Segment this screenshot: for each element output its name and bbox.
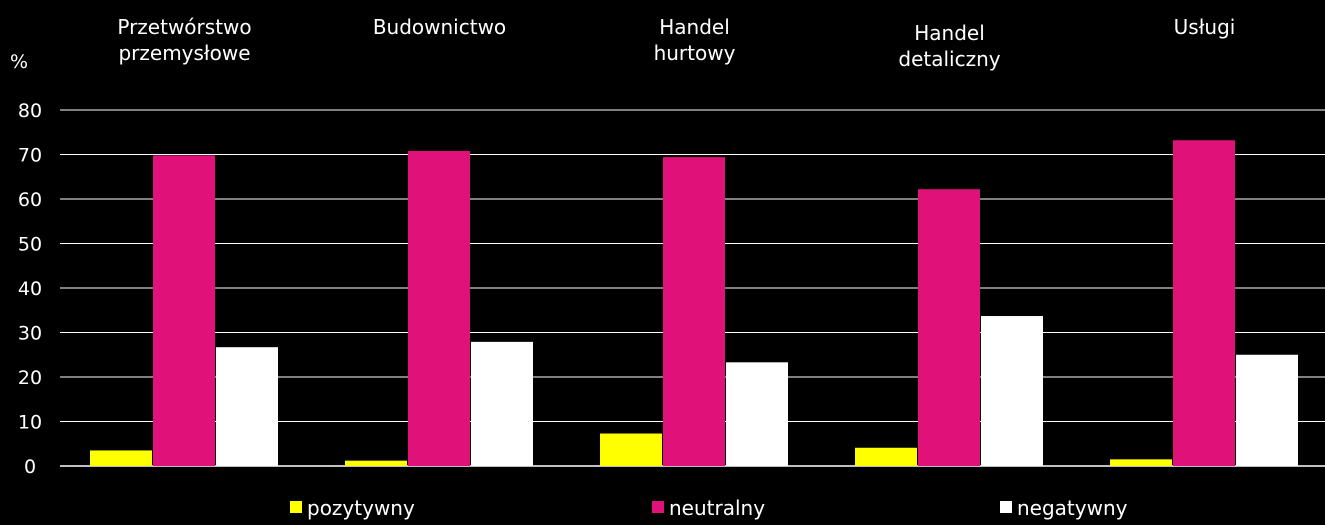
bar-neutralny-4 — [1173, 140, 1235, 466]
legend: pozytywny neutralny negatywny — [290, 496, 1128, 520]
y-axis-ticks: 0 10 20 30 40 50 60 70 80 — [18, 100, 42, 478]
y-tick-label-50: 50 — [18, 234, 42, 256]
bar-negatywny-4 — [1236, 354, 1298, 466]
bar-pozytywny-3 — [855, 447, 917, 466]
y-tick-label-40: 40 — [18, 278, 42, 300]
bar-pozytywny-4 — [1110, 459, 1172, 466]
category-label-4: Usługi — [1174, 15, 1236, 39]
category-label-line: Przetwórstwo — [117, 15, 251, 39]
category-label-line: Handel — [914, 21, 985, 45]
bars — [90, 140, 1298, 467]
bar-negatywny-3 — [981, 316, 1043, 466]
bar-negatywny-1 — [471, 341, 533, 466]
category-labels: Przetwórstwo przemysłowe Budownictwo Handel… — [117, 15, 1235, 71]
y-tick-label-0: 0 — [24, 456, 36, 478]
category-label-1: Budownictwo — [373, 15, 506, 39]
legend-swatch-negatywny — [1000, 501, 1012, 513]
bar-neutralny-3 — [918, 189, 980, 466]
category-label-0: Przetwórstwo przemysłowe — [117, 15, 251, 65]
bar-negatywny-2 — [726, 362, 788, 466]
y-tick-label-10: 10 — [18, 412, 42, 434]
category-label-line: przemysłowe — [118, 41, 250, 65]
category-label-line: Handel — [659, 15, 730, 39]
category-label-3: Handel detaliczny — [898, 21, 1000, 71]
bar-neutralny-2 — [663, 157, 725, 467]
bar-neutralny-1 — [408, 150, 470, 466]
legend-swatch-pozytywny — [290, 501, 302, 513]
bar-negatywny-0 — [216, 347, 278, 466]
category-label-line: Usługi — [1174, 15, 1236, 39]
bar-neutralny-0 — [153, 155, 215, 466]
category-label-2: Handel hurtowy — [654, 15, 736, 65]
y-tick-label-60: 60 — [18, 189, 42, 211]
y-axis-unit-label: % — [10, 51, 28, 73]
y-tick-label-70: 70 — [18, 145, 42, 167]
category-label-line: detaliczny — [898, 47, 1000, 71]
y-tick-label-20: 20 — [18, 367, 42, 389]
legend-label-neutralny: neutralny — [669, 496, 765, 520]
category-label-line: Budownictwo — [373, 15, 506, 39]
bar-pozytywny-2 — [600, 433, 662, 466]
y-tick-label-30: 30 — [18, 323, 42, 345]
legend-label-pozytywny: pozytywny — [307, 496, 415, 520]
bar-pozytywny-1 — [345, 460, 407, 466]
bar-pozytywny-0 — [90, 450, 152, 466]
category-label-line: hurtowy — [654, 41, 736, 65]
legend-swatch-neutralny — [652, 501, 664, 513]
legend-label-negatywny: negatywny — [1017, 496, 1128, 520]
y-tick-label-80: 80 — [18, 100, 42, 122]
